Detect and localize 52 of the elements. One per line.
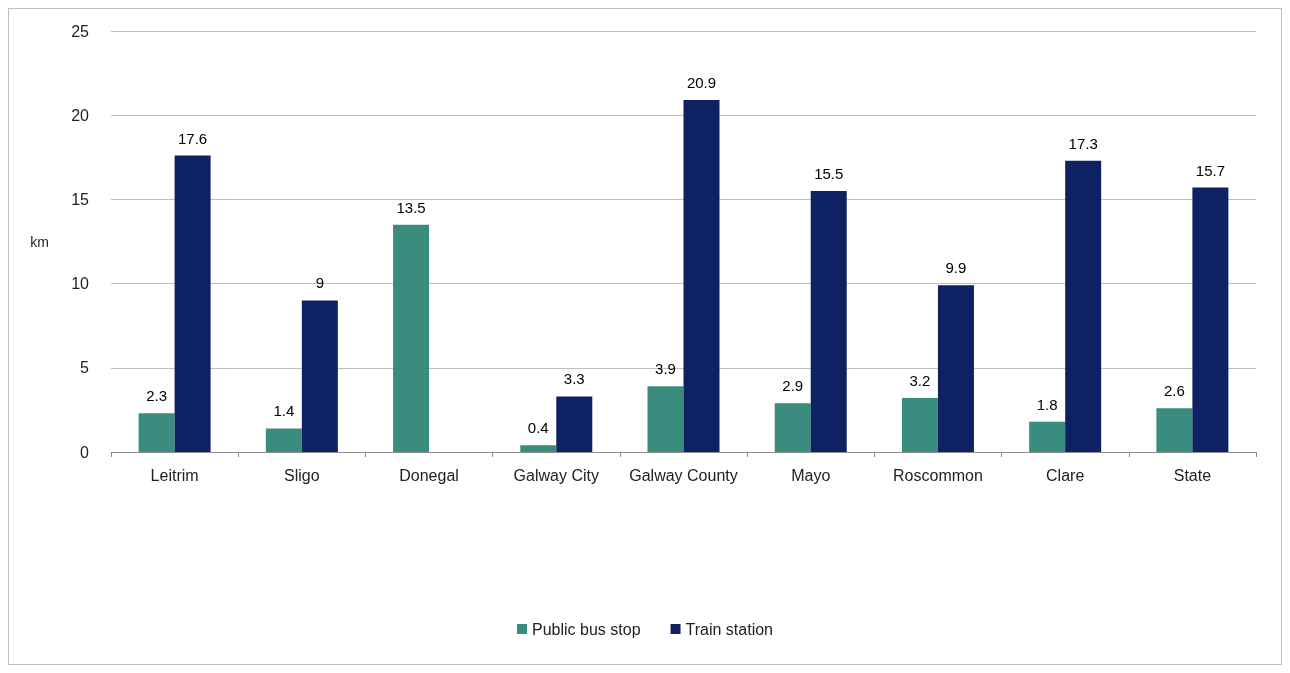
data-label: 2.6 [1163,382,1185,400]
x-tick-label: Galway City [513,466,599,484]
y-tick-label: 15 [71,190,90,208]
data-label: 1.8 [1036,395,1058,413]
x-tick-label: Roscommon [893,466,983,484]
data-label: 0.4 [527,419,549,437]
data-label: 17.3 [1068,134,1098,152]
bar [647,386,684,452]
bar [810,190,847,452]
data-label: 3.9 [655,360,676,378]
x-tick-label: Galway County [629,466,738,484]
data-label: 3.3 [563,370,585,388]
x-tick-label: Sligo [284,466,320,484]
bar [265,428,302,452]
bar [937,285,974,452]
bar [1192,187,1229,452]
x-tick-label: State [1173,466,1212,484]
data-label: 20.9 [686,74,717,92]
bar [301,300,338,452]
y-axis-title: km [30,233,49,250]
data-label: 15.5 [814,164,844,182]
x-tick-label: Leitrim [150,466,199,484]
bar [1029,421,1066,452]
data-label: 17.6 [178,129,208,147]
bar [393,224,430,452]
data-label: 2.3 [146,387,168,405]
data-label: 3.2 [909,372,931,390]
bar [556,396,593,452]
legend-label: Public bus stop [532,620,641,638]
x-tick-label: Mayo [791,466,831,484]
bar [1156,408,1193,452]
y-tick-label: 5 [80,359,90,377]
data-label: 15.7 [1195,161,1225,179]
bar [138,413,175,452]
bar [174,155,211,452]
bar [901,398,938,452]
bar [1065,160,1102,452]
x-tick-label: Donegal [399,466,459,484]
data-label: 1.4 [273,402,295,420]
data-label: 2.9 [782,377,804,395]
data-label: 13.5 [396,198,426,216]
bar [520,445,557,452]
y-tick-label: 10 [71,275,90,293]
bar [774,403,811,452]
bar [683,100,720,452]
y-tick-label: 20 [71,106,90,124]
y-tick-label: 0 [80,443,90,461]
data-label: 9 [315,274,325,292]
x-tick-label: Clare [1046,466,1085,484]
data-label: 9.9 [945,259,967,277]
legend-label: Train station [685,620,773,638]
y-tick-label: 25 [71,22,90,40]
